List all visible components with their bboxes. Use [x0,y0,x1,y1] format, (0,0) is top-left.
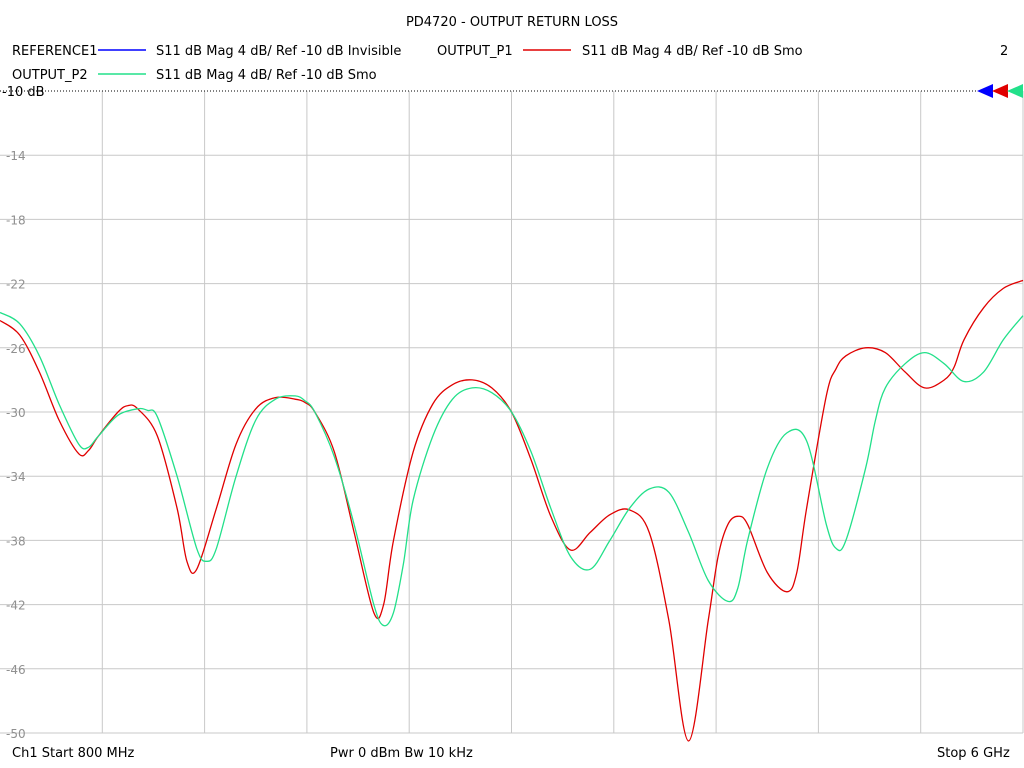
reference-marker-reference1 [977,84,993,98]
legend-desc-output-p1: S11 dB Mag 4 dB/ Ref -10 dB Smo [582,44,803,59]
y-tick-label: -34 [6,470,26,484]
legend-name-reference1: REFERENCE1 [12,44,97,59]
legend-name-output-p1: OUTPUT_P1 [437,44,513,59]
stop-frequency-label: Stop 6 GHz [937,746,1010,761]
y-tick-labels: -14 -18 -22 -26 -30 -34 -38 -42 -46 -50 [6,149,26,741]
trace-output-p1 [0,279,1024,742]
legend-name-output-p2: OUTPUT_P2 [12,68,88,83]
y-tick-label: -30 [6,406,26,420]
legend-count: 2 [1000,44,1008,59]
y-tick-label: -26 [6,342,26,356]
y-tick-label: -22 [6,278,26,292]
legend-desc-output-p2: S11 dB Mag 4 dB/ Ref -10 dB Smo [156,68,377,83]
reference-marker-output-p1 [992,84,1008,98]
reference-marker-output-p2 [1007,84,1023,98]
legend-desc-reference1: S11 dB Mag 4 dB/ Ref -10 dB Invisible [156,44,401,59]
y-tick-label: -42 [6,599,26,613]
y-tick-label: -38 [6,534,26,548]
reference-markers [977,84,1023,98]
start-frequency-label: Ch1 Start 800 MHz [12,746,135,761]
y-tick-label: -50 [6,727,26,741]
y-tick-label: -18 [6,213,26,227]
trace-output-p2 [0,311,1024,627]
traces [0,279,1024,742]
power-bandwidth-label: Pwr 0 dBm Bw 10 kHz [330,746,473,761]
grid-lines [0,91,1024,734]
reference-level-label: -10 dB [2,85,45,100]
chart-title: PD4720 - OUTPUT RETURN LOSS [406,15,618,30]
y-tick-label: -46 [6,663,26,677]
y-tick-label: -14 [6,149,26,163]
